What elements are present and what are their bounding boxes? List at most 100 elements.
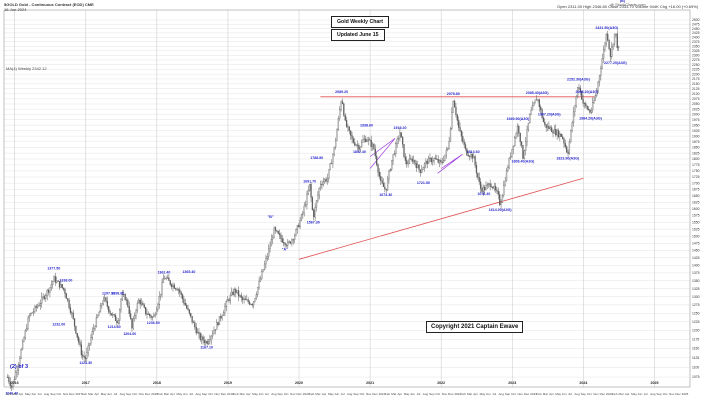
- month-label: Feb: [461, 392, 467, 396]
- candle-body: [188, 309, 191, 314]
- candle-body: [203, 340, 206, 344]
- candle-body: [447, 147, 449, 151]
- price-annotations: 1046.40 1377.50 1338.00 1232.00 1124.30 1297.…: [5, 0, 627, 396]
- price-annotation: 1204.60: [123, 332, 136, 336]
- candle-body: [575, 96, 577, 107]
- candle-body: [314, 206, 316, 218]
- candle-body: [284, 242, 286, 246]
- candle-body: [12, 381, 14, 388]
- candle-body: [486, 184, 489, 186]
- candle-body: [313, 209, 315, 218]
- candle-body: [501, 195, 504, 203]
- candle-body: [263, 263, 266, 270]
- y-tick-label: 1425: [692, 256, 700, 260]
- month-label: Oct: [435, 392, 440, 396]
- candle-body: [581, 91, 583, 100]
- candle-body: [593, 100, 595, 103]
- y-tick-label: 1275: [692, 303, 700, 307]
- title-box: Gold Weekly Chart: [331, 16, 390, 28]
- candle-body: [503, 184, 505, 196]
- y-tick-label: 1875: [692, 140, 700, 144]
- y-tick-label: 2500: [692, 18, 700, 22]
- candle-body: [196, 331, 199, 334]
- month-label: Mar: [467, 392, 472, 396]
- candle-body: [27, 317, 29, 329]
- candle-body: [572, 111, 575, 124]
- candle-body: [112, 314, 114, 316]
- candle-body: [433, 158, 435, 162]
- candle-body: [86, 352, 88, 359]
- month-label: Sep: [202, 392, 208, 396]
- candle-body: [109, 311, 111, 314]
- month-label: Mar: [164, 392, 169, 396]
- candle-body: [341, 101, 344, 104]
- candle-body: [515, 133, 517, 138]
- candle-body: [553, 129, 556, 134]
- y-tick-label: 1800: [692, 157, 700, 161]
- candle-body: [292, 239, 294, 241]
- month-label: Jul: [189, 392, 193, 396]
- month-label: Aug: [650, 392, 656, 396]
- month-label: May: [328, 392, 334, 396]
- candle-body: [485, 185, 487, 191]
- candle-body: [579, 87, 581, 92]
- candle-body: [376, 155, 378, 165]
- candle-body: [160, 293, 162, 297]
- updated-box: Updated June 15: [331, 29, 385, 41]
- candle-body: [458, 120, 460, 128]
- price-annotation: 2088.20(A3G): [576, 90, 600, 94]
- candle-body: [415, 163, 417, 169]
- month-label: Mar: [391, 392, 396, 396]
- candle-body: [514, 137, 516, 147]
- month-label: Feb: [158, 392, 164, 396]
- candle-body: [530, 109, 532, 115]
- candle-body: [332, 154, 334, 164]
- candle-body: [15, 372, 17, 380]
- candle-body: [607, 33, 609, 41]
- candle-body: [564, 143, 566, 147]
- candle-body: [504, 180, 506, 186]
- candle-body: [243, 298, 245, 300]
- candle-body: [254, 298, 256, 302]
- candle-body: [79, 341, 81, 345]
- date-line: 16-Jun-2024: [4, 7, 27, 12]
- y-tick-label: 1325: [692, 287, 700, 291]
- candle-body: [39, 303, 41, 306]
- price-annotation: 1823.90(A3G): [556, 157, 580, 161]
- candle-body: [8, 376, 10, 382]
- candle-body: [41, 296, 43, 304]
- candle-body: [605, 33, 607, 45]
- candle-body: [365, 138, 367, 142]
- candle-body: [366, 140, 368, 142]
- year-label: 2020: [295, 381, 303, 385]
- candle-body: [583, 103, 586, 105]
- month-label: Mar: [240, 392, 245, 396]
- candle-body: [121, 294, 124, 300]
- candle-body: [50, 284, 52, 288]
- candle-body: [421, 169, 423, 173]
- month-label: Jun: [259, 392, 264, 396]
- month-label: Aug: [44, 392, 50, 396]
- candle-body: [123, 294, 125, 295]
- candle-body: [378, 172, 381, 177]
- month-label: Apr: [170, 392, 175, 396]
- candle-body: [356, 144, 359, 146]
- candle-body: [587, 108, 590, 111]
- y-tick-label: 1675: [692, 188, 700, 192]
- candle-body: [218, 316, 221, 326]
- month-label: Nov: [214, 392, 220, 396]
- candle-body: [310, 183, 312, 198]
- y-tick-label: 2325: [692, 49, 700, 53]
- candle-body: [527, 122, 530, 130]
- candle-body: [20, 349, 22, 359]
- month-label: Nov: [366, 392, 372, 396]
- candle-body: [477, 172, 479, 178]
- candle-body: [464, 144, 467, 149]
- y-tick-label: 2200: [692, 72, 700, 76]
- candle-body: [598, 75, 601, 83]
- candle-body: [577, 87, 579, 97]
- candle-body: [287, 241, 289, 246]
- candle-body: [484, 187, 486, 191]
- candle-body: [67, 298, 69, 301]
- candle-body: [21, 341, 24, 350]
